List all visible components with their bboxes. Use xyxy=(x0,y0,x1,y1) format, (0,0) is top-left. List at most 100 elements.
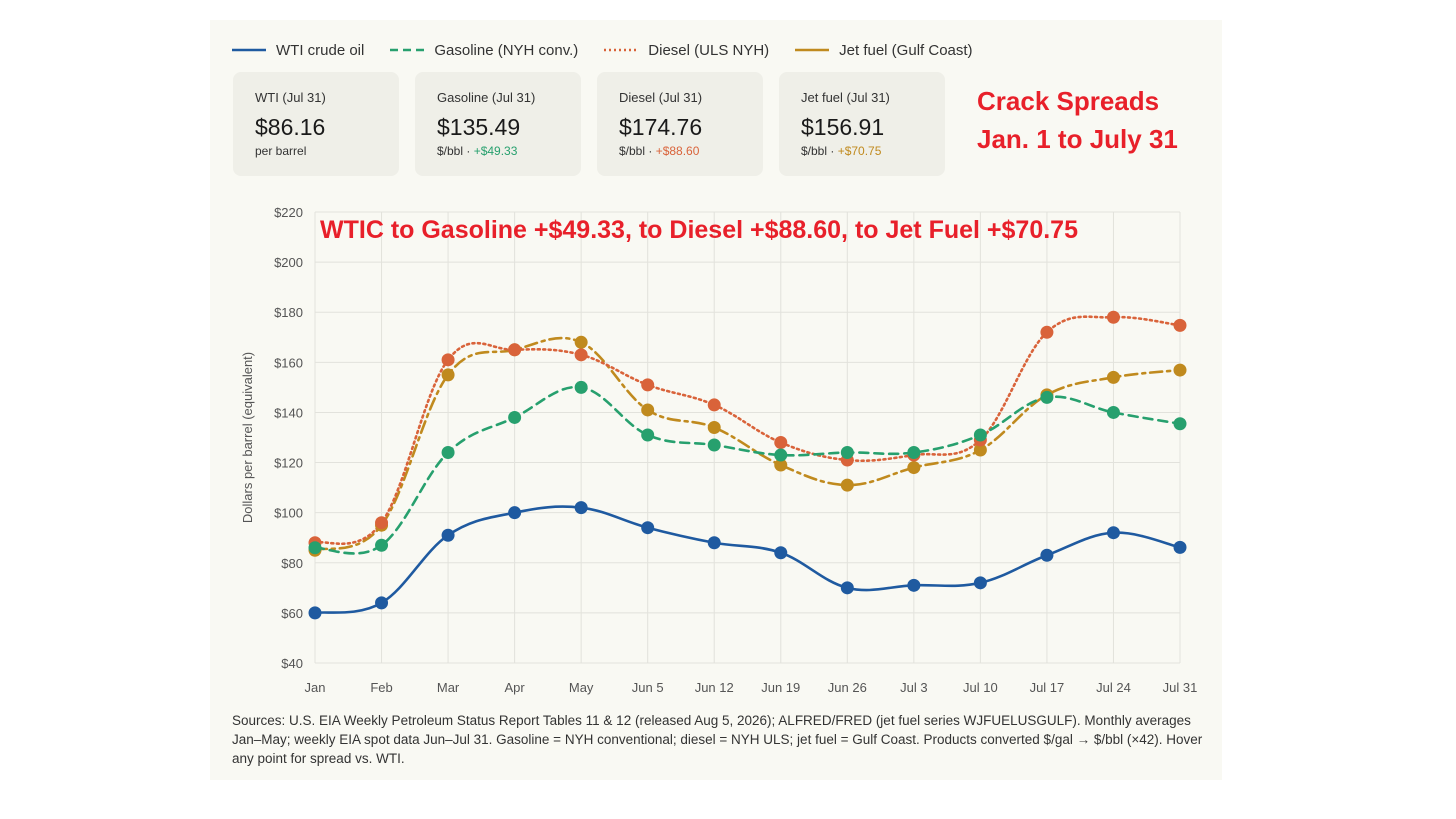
x-tick-label: Feb xyxy=(370,680,392,695)
data-point-diesel[interactable] xyxy=(375,516,389,530)
data-point-wti[interactable] xyxy=(508,506,522,520)
x-tick-label: Jul 10 xyxy=(963,680,998,695)
data-point-diesel[interactable] xyxy=(1173,318,1187,332)
x-tick-label: Mar xyxy=(437,680,460,695)
y-tick-label: $160 xyxy=(274,355,303,370)
x-tick-label: Jul 31 xyxy=(1163,680,1198,695)
legend-label-gasoline: Gasoline (NYH conv.) xyxy=(434,41,579,59)
card-value: $174.76 xyxy=(619,114,703,140)
legend-swatch-wti xyxy=(232,48,266,52)
card-sub: $/bbl · +$49.33 xyxy=(437,144,581,158)
card-value: $86.16 xyxy=(255,114,326,140)
data-point-gasoline[interactable] xyxy=(1040,390,1054,404)
card-sub: per barrel xyxy=(255,144,399,158)
card-label: Jet fuel (Jul 31) xyxy=(801,90,890,105)
legend-label-wti: WTI crude oil xyxy=(276,41,365,59)
data-point-diesel[interactable] xyxy=(1106,310,1120,324)
card-unit: $/bbl · xyxy=(801,144,838,158)
data-point-gasoline[interactable] xyxy=(1106,405,1120,419)
x-tick-label: Jul 17 xyxy=(1030,680,1065,695)
chart-title: WTIC to Gasoline +$49.33, to Diesel +$88… xyxy=(320,216,1078,244)
x-tick-label: Jun 5 xyxy=(632,680,664,695)
data-point-gasoline[interactable] xyxy=(508,410,522,424)
data-point-gasoline[interactable] xyxy=(574,380,588,394)
y-tick-label: $60 xyxy=(281,606,303,621)
legend-item-wti[interactable]: WTI crude oil xyxy=(232,42,364,59)
data-point-jet[interactable] xyxy=(441,368,455,382)
data-point-gasoline[interactable] xyxy=(907,446,921,460)
card-sub: $/bbl · +$70.75 xyxy=(801,144,945,158)
card-unit: per barrel xyxy=(255,144,307,158)
legend-item-jet[interactable]: Jet fuel (Gulf Coast) xyxy=(795,42,973,59)
data-point-gasoline[interactable] xyxy=(774,448,788,462)
data-point-jet[interactable] xyxy=(641,403,655,417)
data-point-gasoline[interactable] xyxy=(1173,417,1187,431)
card-value: $135.49 xyxy=(437,114,521,140)
card-delta: +$88.60 xyxy=(655,144,700,158)
data-point-diesel[interactable] xyxy=(774,436,788,450)
x-tick-label: Jun 26 xyxy=(828,680,867,695)
data-point-gasoline[interactable] xyxy=(441,446,455,460)
data-point-wti[interactable] xyxy=(1040,548,1054,562)
x-tick-label: Jun 12 xyxy=(695,680,734,695)
y-tick-label: $120 xyxy=(274,456,303,471)
data-point-wti[interactable] xyxy=(441,528,455,542)
data-point-jet[interactable] xyxy=(707,420,721,434)
data-point-diesel[interactable] xyxy=(574,348,588,362)
legend-swatch-diesel xyxy=(604,48,639,52)
data-point-gasoline[interactable] xyxy=(707,438,721,452)
series-line-diesel xyxy=(313,315,1182,546)
footnote: Sources: U.S. EIA Weekly Petroleum Statu… xyxy=(232,713,1203,766)
data-point-gasoline[interactable] xyxy=(641,428,655,442)
data-point-wti[interactable] xyxy=(907,578,921,592)
data-point-jet[interactable] xyxy=(840,478,854,492)
data-point-wti[interactable] xyxy=(574,501,588,515)
card-label: Gasoline (Jul 31) xyxy=(437,90,536,105)
y-tick-label: $100 xyxy=(274,506,303,521)
data-point-wti[interactable] xyxy=(1173,540,1187,554)
legend-item-diesel[interactable]: Diesel (ULS NYH) xyxy=(604,42,769,59)
legend-swatch-gasoline xyxy=(390,48,425,52)
data-point-jet[interactable] xyxy=(774,458,788,472)
data-point-wti[interactable] xyxy=(641,521,655,535)
data-point-gasoline[interactable] xyxy=(308,541,322,555)
data-point-jet[interactable] xyxy=(574,335,588,349)
x-tick-label: Apr xyxy=(504,680,525,695)
x-tick-label: Jul 24 xyxy=(1096,680,1131,695)
card-delta: +$49.33 xyxy=(473,144,518,158)
card-sub: $/bbl · +$88.60 xyxy=(619,144,763,158)
data-point-jet[interactable] xyxy=(973,443,987,457)
data-point-wti[interactable] xyxy=(707,536,721,550)
series-line-jet xyxy=(313,336,1182,552)
data-point-diesel[interactable] xyxy=(508,343,522,357)
y-axis-label: Dollars per barrel (equivalent) xyxy=(240,352,255,523)
data-point-gasoline[interactable] xyxy=(375,538,389,552)
card-gasoline: Gasoline (Jul 31) $135.49 $/bbl · +$49.3… xyxy=(415,72,581,176)
y-tick-label: $140 xyxy=(274,405,303,420)
data-point-diesel[interactable] xyxy=(441,353,455,367)
data-point-diesel[interactable] xyxy=(707,398,721,412)
legend-item-gasoline[interactable]: Gasoline (NYH conv.) xyxy=(390,42,578,59)
data-point-wti[interactable] xyxy=(840,581,854,595)
data-point-diesel[interactable] xyxy=(1040,325,1054,339)
card-diesel: Diesel (Jul 31) $174.76 $/bbl · +$88.60 xyxy=(597,72,763,176)
data-point-jet[interactable] xyxy=(907,461,921,475)
data-point-wti[interactable] xyxy=(774,546,788,560)
data-point-wti[interactable] xyxy=(973,576,987,590)
data-point-jet[interactable] xyxy=(1106,370,1120,384)
card-wti: WTI (Jul 31) $86.16 per barrel xyxy=(233,72,399,176)
data-point-diesel[interactable] xyxy=(641,378,655,392)
card-jet: Jet fuel (Jul 31) $156.91 $/bbl · +$70.7… xyxy=(779,72,945,176)
card-delta: +$70.75 xyxy=(837,144,882,158)
y-tick-label: $180 xyxy=(274,305,303,320)
data-point-gasoline[interactable] xyxy=(840,446,854,460)
headline: Crack Spreads Jan. 1 to July 31 xyxy=(977,82,1178,158)
x-tick-label: Jan xyxy=(305,680,326,695)
data-point-wti[interactable] xyxy=(375,596,389,610)
data-point-wti[interactable] xyxy=(308,606,322,620)
data-point-wti[interactable] xyxy=(1106,526,1120,540)
legend-label-diesel: Diesel (ULS NYH) xyxy=(648,41,770,59)
data-point-gasoline[interactable] xyxy=(973,428,987,442)
data-point-jet[interactable] xyxy=(1173,363,1187,377)
